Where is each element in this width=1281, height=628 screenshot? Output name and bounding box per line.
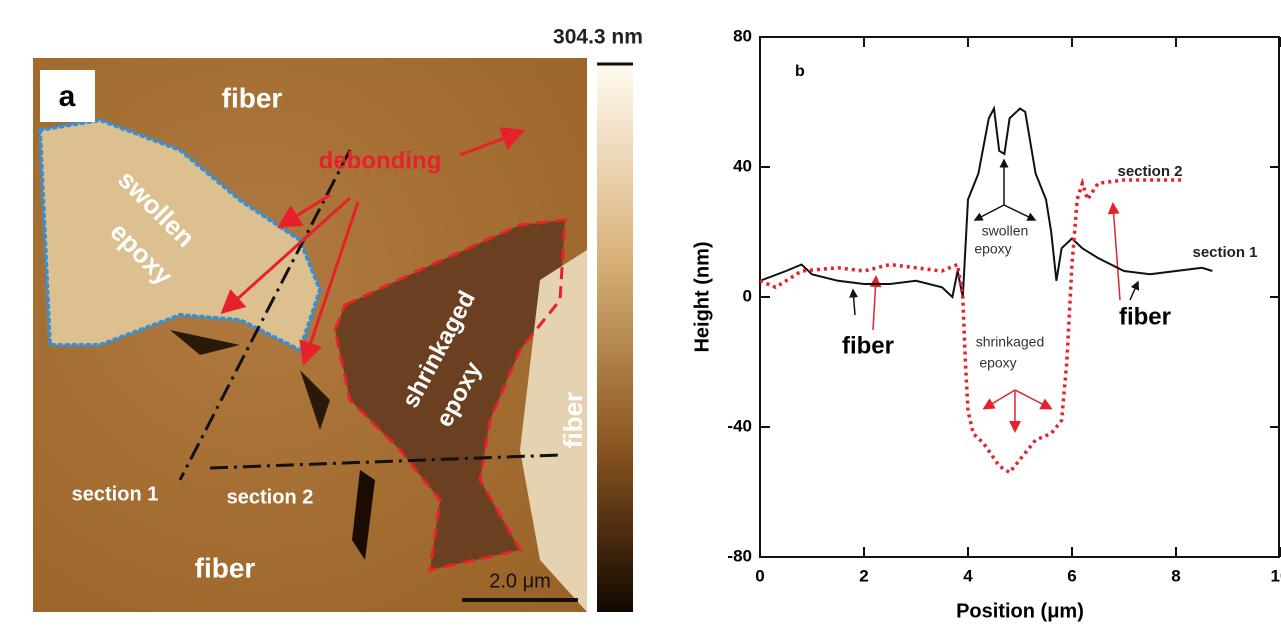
section-label: section 1 (72, 483, 159, 505)
series-label: section 2 (1117, 163, 1182, 180)
annotation-arrows (873, 205, 1120, 430)
annotation: fiber (842, 332, 894, 359)
panel-label: a (59, 80, 76, 113)
debonding-label: debonding (319, 147, 442, 174)
annotation: swollen (982, 223, 1029, 239)
x-tick-label: 6 (1067, 566, 1076, 585)
annotation: epoxy (974, 241, 1011, 257)
section-label: section 2 (227, 486, 314, 508)
annotation: fiber (1119, 303, 1171, 330)
x-tick-label: 8 (1171, 566, 1180, 585)
colorbar-max: 304.3 nm (553, 26, 643, 49)
y-tick-label: -80 (727, 546, 752, 565)
y-tick-label: -40 (727, 416, 752, 435)
y-tick-label: 80 (733, 26, 752, 45)
y-tick-label: 40 (733, 156, 752, 175)
annotation: shrinkaged (976, 334, 1045, 350)
x-tick-label: 2 (859, 566, 868, 585)
figure: a fiber fiber fiber debonding swollen ep… (0, 0, 1281, 628)
x-tick-label: 4 (963, 566, 973, 585)
x-tick-label: 0 (755, 566, 764, 585)
line-chart (760, 37, 1280, 557)
series-label: section 1 (1192, 244, 1257, 261)
fiber-label: fiber (195, 552, 256, 583)
afm-image (33, 58, 587, 612)
colorbar (597, 65, 633, 612)
y-tick-label: 0 (743, 286, 752, 305)
x-tick-label: 10 (1271, 566, 1281, 585)
scale-bar-label: 2.0 μm (489, 570, 551, 592)
fiber-label: fiber (222, 82, 283, 113)
panel-label: b (795, 63, 805, 80)
plot-frame (760, 37, 1279, 557)
annotation: epoxy (979, 355, 1016, 371)
fiber-label: fiber (558, 392, 588, 448)
series-line (760, 109, 1212, 298)
y-axis-label: Height (nm) (691, 241, 713, 352)
x-axis-label: Position (μm) (956, 600, 1084, 622)
